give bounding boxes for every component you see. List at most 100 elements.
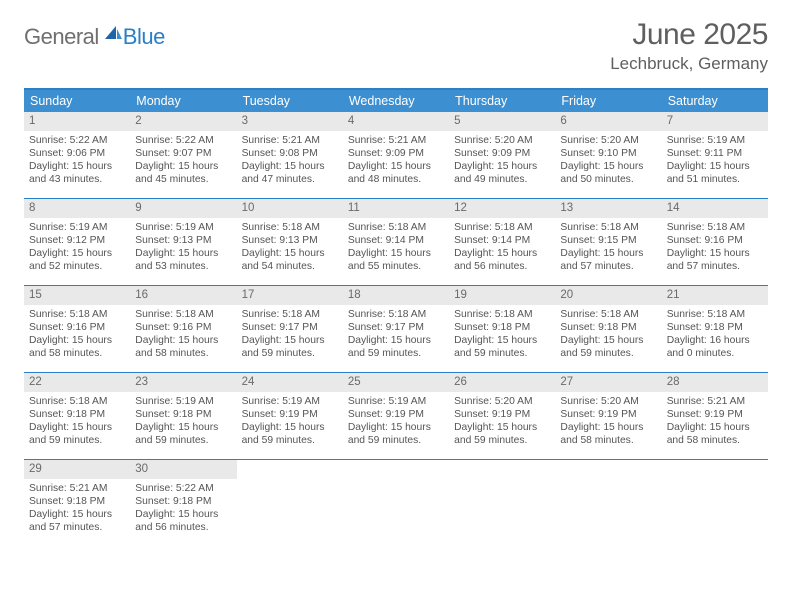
day-number: 21 [662,286,768,305]
sunrise-line: Sunrise: 5:19 AM [348,395,444,408]
day-cell: 3Sunrise: 5:21 AMSunset: 9:08 PMDaylight… [237,112,343,198]
sunrise-line: Sunrise: 5:18 AM [348,221,444,234]
sunrise-line: Sunrise: 5:20 AM [560,395,656,408]
sunset-line: Sunset: 9:16 PM [135,321,231,334]
sunrise-line: Sunrise: 5:18 AM [454,221,550,234]
day-number: 16 [130,286,236,305]
sunrise-line: Sunrise: 5:21 AM [348,134,444,147]
day-number: 4 [343,112,449,131]
day-body: Sunrise: 5:18 AMSunset: 9:17 PMDaylight:… [343,305,449,365]
day-header: Tuesday [237,90,343,112]
day-number: 25 [343,373,449,392]
logo-text-blue: Blue [123,24,165,50]
sunset-line: Sunset: 9:16 PM [667,234,763,247]
day-body: Sunrise: 5:22 AMSunset: 9:18 PMDaylight:… [130,479,236,539]
sunset-line: Sunset: 9:18 PM [29,495,125,508]
sunset-line: Sunset: 9:17 PM [348,321,444,334]
day-number: 11 [343,199,449,218]
day-cell: 29Sunrise: 5:21 AMSunset: 9:18 PMDayligh… [24,460,130,546]
day-number: 9 [130,199,236,218]
day-body: Sunrise: 5:20 AMSunset: 9:19 PMDaylight:… [449,392,555,452]
sunrise-line: Sunrise: 5:22 AM [135,134,231,147]
logo-sail-icon [103,24,123,47]
sunset-line: Sunset: 9:19 PM [242,408,338,421]
daylight-line: Daylight: 15 hours and 59 minutes. [242,334,338,360]
day-body: Sunrise: 5:19 AMSunset: 9:18 PMDaylight:… [130,392,236,452]
month-title: June 2025 [610,18,768,52]
day-cell-empty [449,460,555,546]
day-cell: 25Sunrise: 5:19 AMSunset: 9:19 PMDayligh… [343,373,449,459]
day-body: Sunrise: 5:18 AMSunset: 9:15 PMDaylight:… [555,218,661,278]
daylight-line: Daylight: 15 hours and 54 minutes. [242,247,338,273]
day-cell: 10Sunrise: 5:18 AMSunset: 9:13 PMDayligh… [237,199,343,285]
day-cell: 15Sunrise: 5:18 AMSunset: 9:16 PMDayligh… [24,286,130,372]
day-cell: 7Sunrise: 5:19 AMSunset: 9:11 PMDaylight… [662,112,768,198]
sunrise-line: Sunrise: 5:18 AM [29,308,125,321]
daylight-line: Daylight: 15 hours and 47 minutes. [242,160,338,186]
sunset-line: Sunset: 9:12 PM [29,234,125,247]
sunset-line: Sunset: 9:16 PM [29,321,125,334]
day-body: Sunrise: 5:18 AMSunset: 9:17 PMDaylight:… [237,305,343,365]
sunset-line: Sunset: 9:18 PM [135,408,231,421]
day-number: 29 [24,460,130,479]
sunrise-line: Sunrise: 5:22 AM [29,134,125,147]
sunset-line: Sunset: 9:11 PM [667,147,763,160]
day-body: Sunrise: 5:20 AMSunset: 9:10 PMDaylight:… [555,131,661,191]
day-cell-empty [662,460,768,546]
day-number: 17 [237,286,343,305]
daylight-line: Daylight: 15 hours and 51 minutes. [667,160,763,186]
daylight-line: Daylight: 15 hours and 59 minutes. [348,421,444,447]
sunrise-line: Sunrise: 5:19 AM [135,395,231,408]
sunset-line: Sunset: 9:18 PM [454,321,550,334]
logo: General Blue [24,24,165,50]
sunrise-line: Sunrise: 5:18 AM [667,221,763,234]
day-cell: 13Sunrise: 5:18 AMSunset: 9:15 PMDayligh… [555,199,661,285]
week-row: 8Sunrise: 5:19 AMSunset: 9:12 PMDaylight… [24,199,768,286]
week-row: 29Sunrise: 5:21 AMSunset: 9:18 PMDayligh… [24,460,768,546]
day-header: Saturday [662,90,768,112]
day-body: Sunrise: 5:21 AMSunset: 9:18 PMDaylight:… [24,479,130,539]
day-cell: 14Sunrise: 5:18 AMSunset: 9:16 PMDayligh… [662,199,768,285]
sunset-line: Sunset: 9:07 PM [135,147,231,160]
daylight-line: Daylight: 15 hours and 58 minutes. [560,421,656,447]
day-number: 26 [449,373,555,392]
day-body: Sunrise: 5:18 AMSunset: 9:14 PMDaylight:… [343,218,449,278]
daylight-line: Daylight: 15 hours and 59 minutes. [242,421,338,447]
sunrise-line: Sunrise: 5:18 AM [348,308,444,321]
day-cell: 4Sunrise: 5:21 AMSunset: 9:09 PMDaylight… [343,112,449,198]
day-cell: 12Sunrise: 5:18 AMSunset: 9:14 PMDayligh… [449,199,555,285]
sunrise-line: Sunrise: 5:18 AM [667,308,763,321]
day-body: Sunrise: 5:21 AMSunset: 9:08 PMDaylight:… [237,131,343,191]
day-body: Sunrise: 5:18 AMSunset: 9:13 PMDaylight:… [237,218,343,278]
day-number: 13 [555,199,661,218]
sunset-line: Sunset: 9:18 PM [135,495,231,508]
sunset-line: Sunset: 9:14 PM [454,234,550,247]
sunset-line: Sunset: 9:09 PM [454,147,550,160]
sunrise-line: Sunrise: 5:20 AM [454,395,550,408]
header: General Blue June 2025 Lechbruck, German… [0,0,792,82]
daylight-line: Daylight: 15 hours and 50 minutes. [560,160,656,186]
sunset-line: Sunset: 9:13 PM [242,234,338,247]
day-body: Sunrise: 5:19 AMSunset: 9:19 PMDaylight:… [343,392,449,452]
day-cell: 26Sunrise: 5:20 AMSunset: 9:19 PMDayligh… [449,373,555,459]
daylight-line: Daylight: 15 hours and 59 minutes. [348,334,444,360]
day-cell: 8Sunrise: 5:19 AMSunset: 9:12 PMDaylight… [24,199,130,285]
day-header: Wednesday [343,90,449,112]
day-header-row: SundayMondayTuesdayWednesdayThursdayFrid… [24,90,768,112]
sunset-line: Sunset: 9:19 PM [667,408,763,421]
day-number: 1 [24,112,130,131]
day-cell: 28Sunrise: 5:21 AMSunset: 9:19 PMDayligh… [662,373,768,459]
sunset-line: Sunset: 9:10 PM [560,147,656,160]
day-number: 22 [24,373,130,392]
sunset-line: Sunset: 9:06 PM [29,147,125,160]
day-number: 24 [237,373,343,392]
sunset-line: Sunset: 9:19 PM [560,408,656,421]
sunset-line: Sunset: 9:15 PM [560,234,656,247]
daylight-line: Daylight: 15 hours and 57 minutes. [560,247,656,273]
day-body: Sunrise: 5:18 AMSunset: 9:16 PMDaylight:… [662,218,768,278]
sunrise-line: Sunrise: 5:18 AM [560,308,656,321]
daylight-line: Daylight: 15 hours and 56 minutes. [454,247,550,273]
sunrise-line: Sunrise: 5:20 AM [454,134,550,147]
sunrise-line: Sunrise: 5:18 AM [560,221,656,234]
sunset-line: Sunset: 9:18 PM [667,321,763,334]
